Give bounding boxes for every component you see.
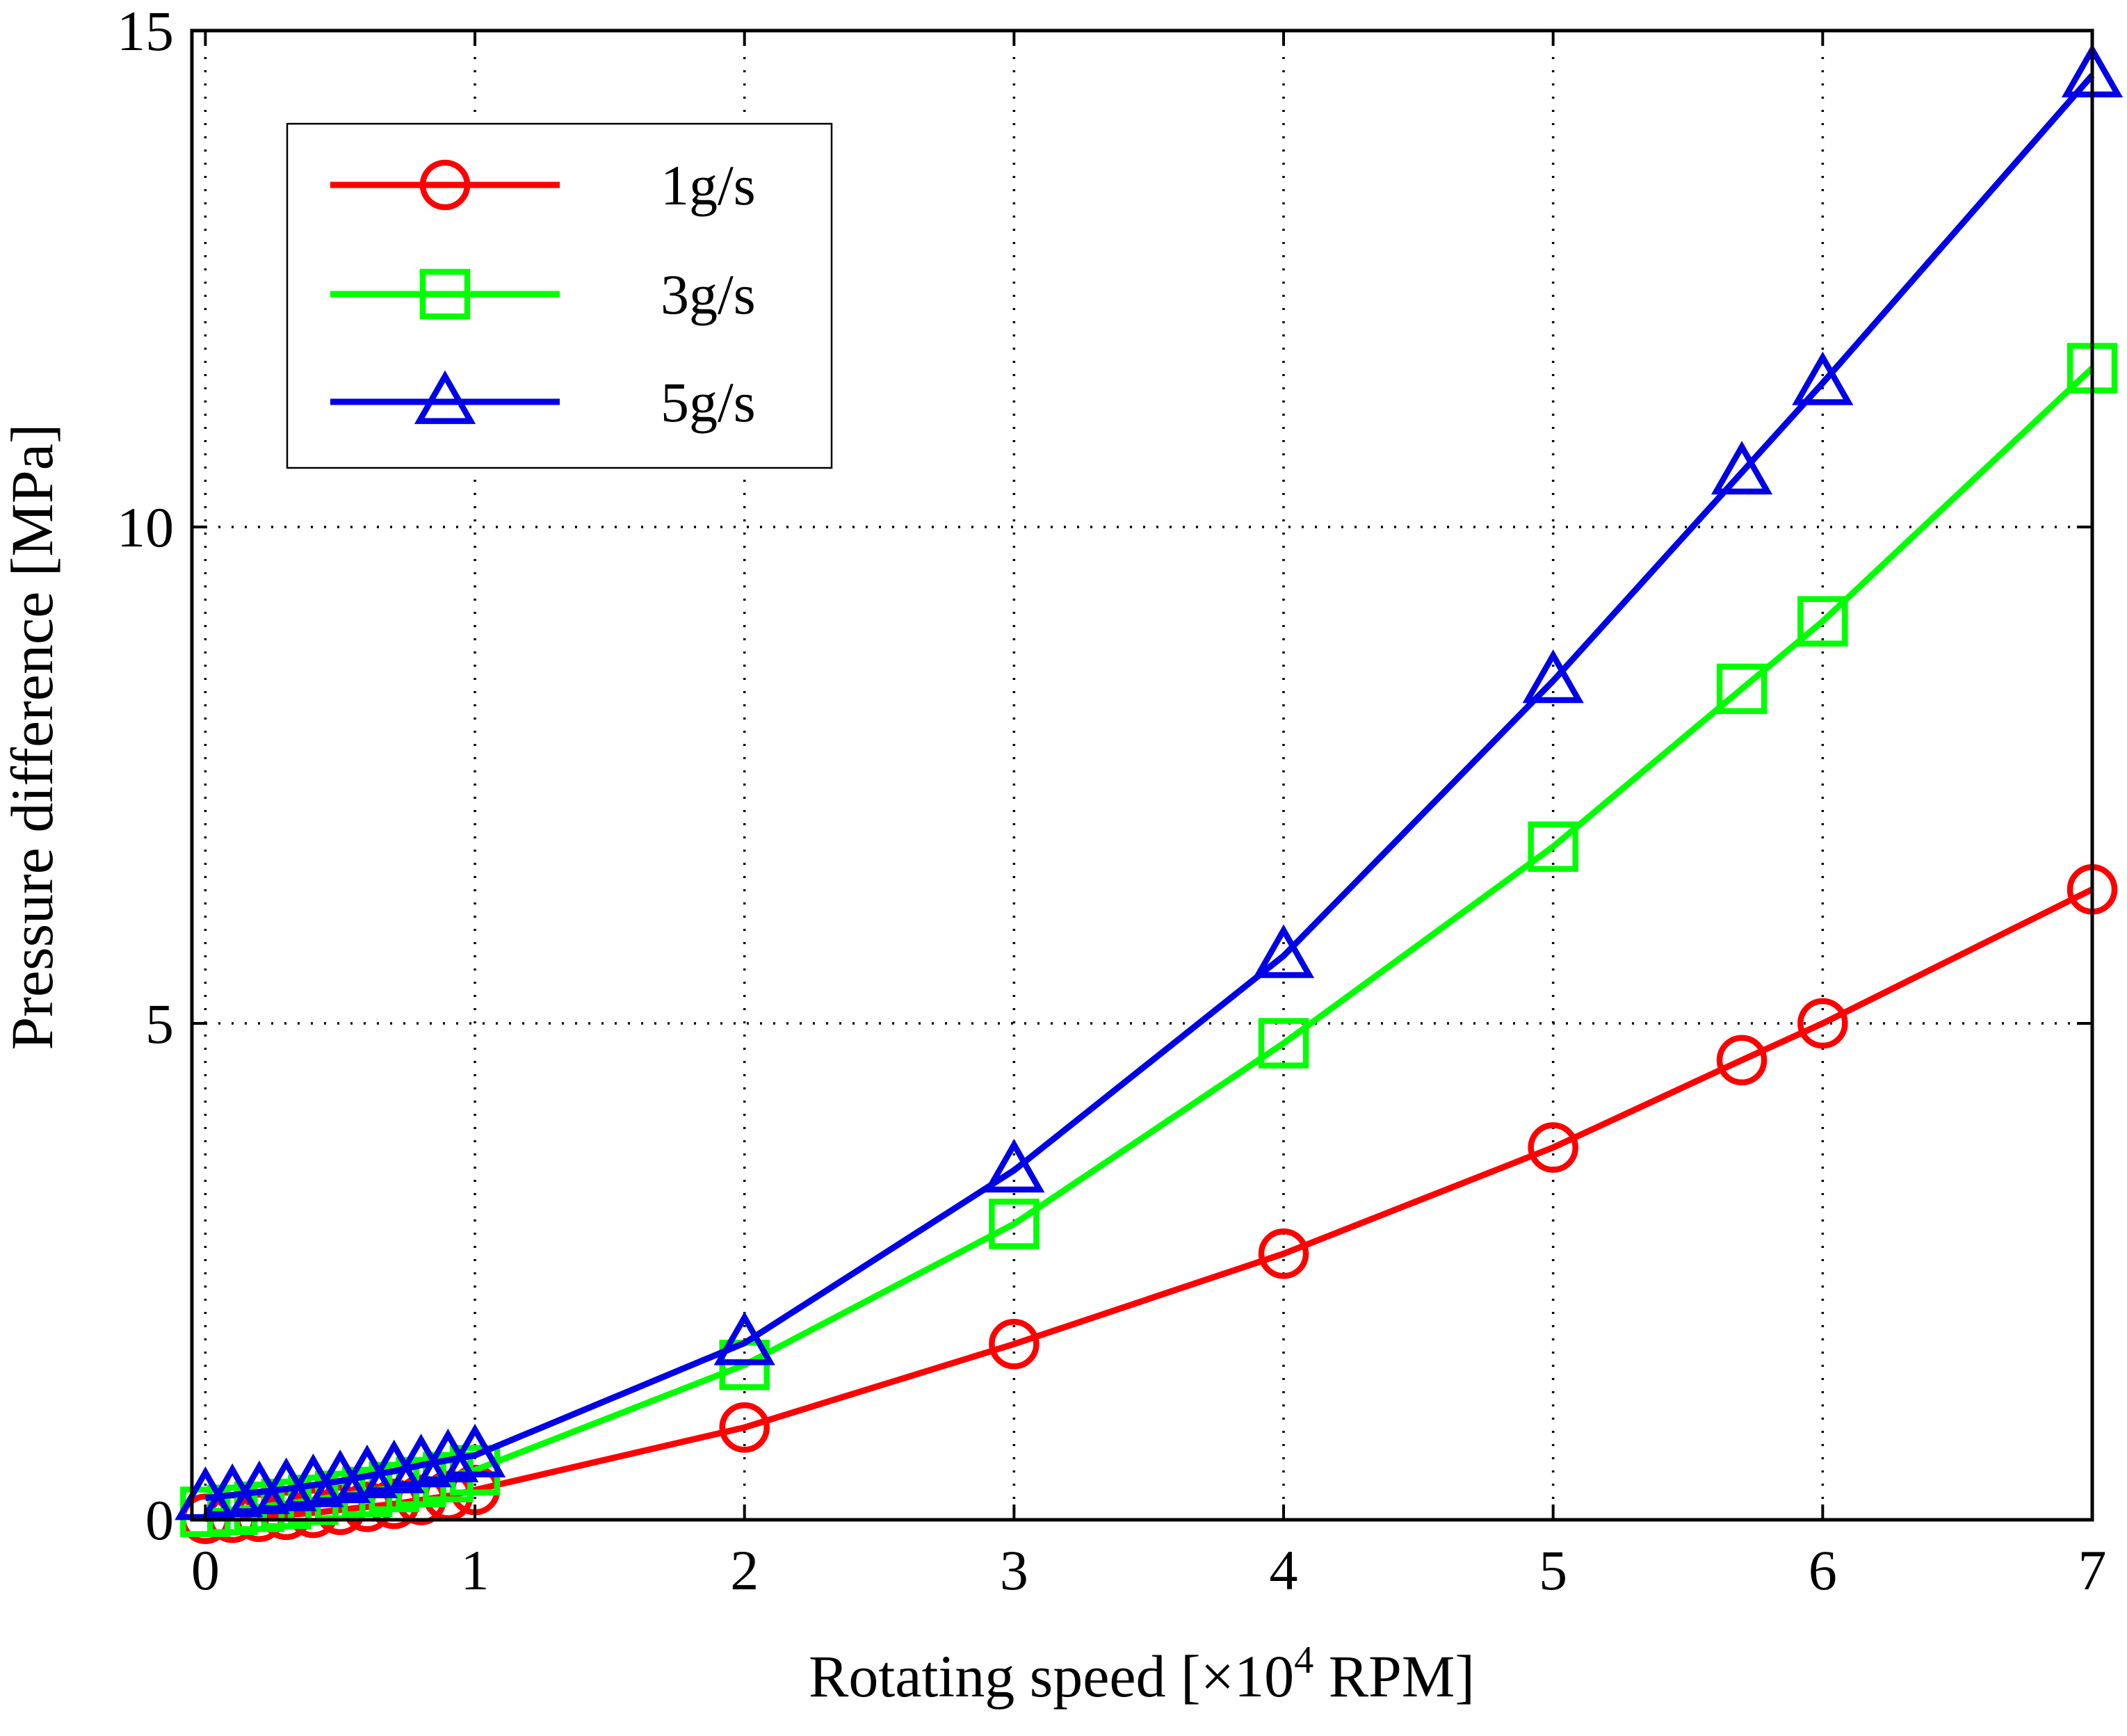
data-point-triangle — [1792, 351, 1854, 405]
data-point-square — [1258, 1018, 1309, 1069]
y-axis-title: Pressure difference [MPa] — [0, 423, 65, 1050]
legend: 1g/s 3g/s 5g/s — [286, 122, 833, 469]
legend-entry: 5g/s — [330, 370, 756, 434]
x-tick-label: 1 — [461, 1539, 490, 1602]
legend-label: 3g/s — [661, 263, 756, 326]
data-point-triangle — [713, 1311, 775, 1365]
legend-marker-square — [419, 268, 471, 320]
y-tick-label: 10 — [117, 496, 174, 559]
x-tick-label: 7 — [2078, 1539, 2107, 1602]
data-point-circle — [1716, 1035, 1768, 1086]
data-point-square — [1528, 821, 1578, 873]
y-tick-label: 0 — [145, 1488, 174, 1552]
data-point-circle — [1258, 1228, 1309, 1279]
x-tick-label: 6 — [1809, 1539, 1837, 1602]
y-axis-tick-labels: 0 5 10 15 — [117, 0, 174, 1552]
data-point-triangle — [1522, 649, 1584, 704]
legend-entry: 3g/s — [330, 263, 756, 326]
x-tick-label: 5 — [1539, 1539, 1567, 1602]
legend-marker-circle — [419, 159, 471, 211]
data-point-triangle — [444, 1423, 506, 1478]
legend-label: 1g/s — [661, 154, 756, 217]
x-tick-label: 3 — [1000, 1539, 1028, 1602]
data-point-circle — [719, 1402, 770, 1453]
y-tick-label: 15 — [117, 0, 174, 63]
data-point-square — [1797, 596, 1848, 647]
plot-area-frame — [190, 29, 2094, 1522]
axis-ticks — [192, 29, 2094, 1521]
legend-label: 5g/s — [661, 371, 756, 434]
data-point-triangle — [983, 1138, 1045, 1193]
x-axis-title-superscript: 4 — [1294, 1639, 1313, 1682]
x-tick-label: 4 — [1270, 1539, 1298, 1602]
data-point-circle — [989, 1318, 1040, 1370]
data-point-circle — [1797, 998, 1848, 1049]
x-axis-title: Rotating speed [×104 RPM] — [809, 1639, 1475, 1710]
data-point-square — [1716, 663, 1768, 715]
data-point-square — [989, 1199, 1040, 1249]
data-series — [175, 43, 2124, 1544]
legend-entry: 1g/s — [330, 154, 756, 217]
series-5gs — [175, 43, 2124, 1520]
data-point-triangle — [1711, 441, 1773, 495]
x-tick-label: 2 — [730, 1539, 759, 1602]
data-point-triangle — [1252, 924, 1315, 978]
legend-marker-triangle — [414, 370, 476, 424]
x-axis-tick-labels: 0 1 2 3 4 5 6 7 — [191, 1539, 2107, 1602]
x-tick-label: 0 — [191, 1539, 220, 1602]
y-tick-label: 5 — [145, 992, 174, 1055]
data-point-circle — [1528, 1122, 1578, 1173]
